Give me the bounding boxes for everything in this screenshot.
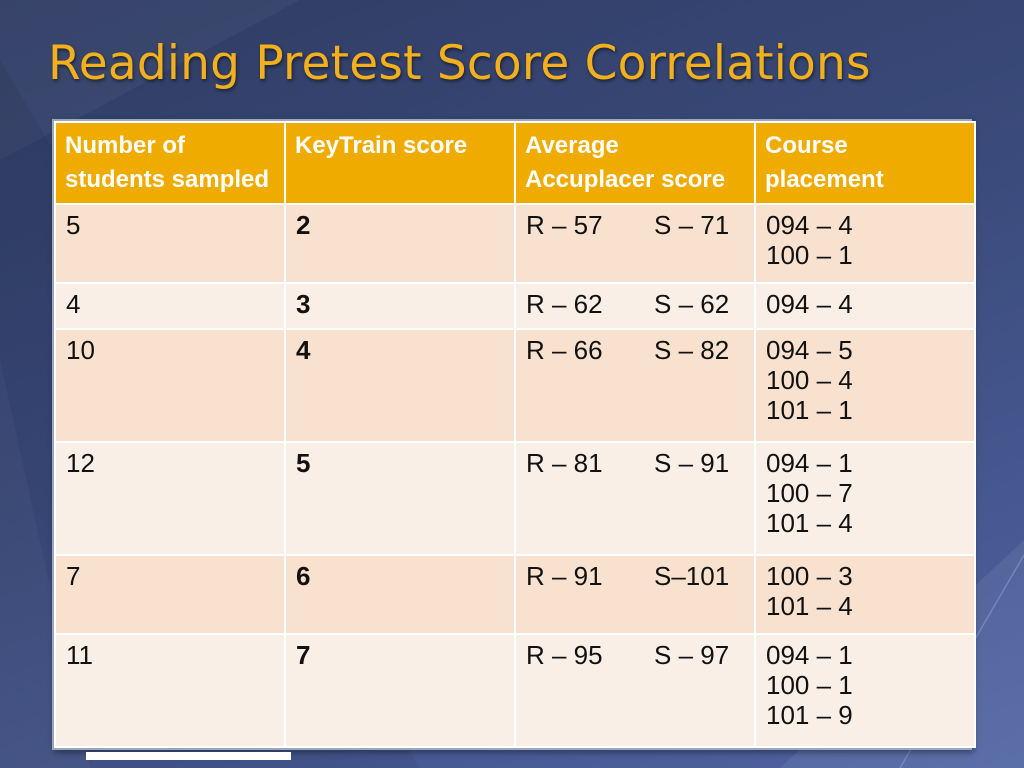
accuplacer-cell: R – 62 S – 62 — [514, 282, 756, 331]
accuplacer-sentence: S – 91 — [654, 447, 730, 478]
correlation-table-container: Number of students sampled KeyTrain scor… — [52, 119, 976, 750]
correlation-table: Number of students sampled KeyTrain scor… — [54, 121, 976, 748]
accuplacer-cell: R – 66 S – 82 — [514, 328, 756, 443]
placement-line: 100 – 7 — [766, 477, 853, 508]
table-header-row: Number of students sampled KeyTrain scor… — [54, 121, 976, 205]
keytrain-cell: 3 — [284, 282, 516, 331]
accuplacer-sentence: S – 82 — [654, 335, 730, 366]
placement-cell: 094 – 1 100 – 7 101 – 4 — [754, 440, 976, 556]
students-cell: 11 — [54, 633, 286, 748]
accuplacer-reading: R – 95 — [526, 640, 603, 671]
accuplacer-reading: R – 66 — [526, 335, 603, 366]
students-cell: 7 — [54, 553, 286, 636]
accuplacer-reading: R – 81 — [526, 447, 603, 478]
accuplacer-sentence: S – 71 — [654, 210, 730, 240]
placement-cell: 100 – 3 101 – 4 — [754, 553, 976, 636]
placement-cell: 094 – 1 100 – 1 101 – 9 — [754, 633, 976, 748]
keytrain-cell: 4 — [284, 328, 516, 443]
accuplacer-reading: R – 57 — [526, 210, 603, 240]
placement-line: 100 – 3 — [766, 560, 853, 591]
table-row: 4 3 R – 62 S – 62 094 – 4 — [54, 282, 976, 331]
placement-line: 094 – 1 — [766, 447, 853, 478]
table-row: 11 7 R – 95 S – 97 094 – 1 100 – 1 101 – 9 — [54, 633, 976, 748]
students-cell: 5 — [54, 202, 286, 285]
accuplacer-cell: R – 57 S – 71 — [514, 202, 756, 285]
placement-line: 101 – 1 — [766, 395, 853, 426]
header-accuplacer: Average Accuplacer score — [514, 121, 756, 205]
placement-line: 094 – 4 — [766, 289, 853, 320]
keytrain-cell: 6 — [284, 553, 516, 636]
slide-title: Reading Pretest Score Correlations — [48, 36, 871, 91]
header-keytrain: KeyTrain score — [284, 121, 516, 205]
accuplacer-sentence: S–101 — [654, 560, 730, 591]
accuplacer-cell: R – 95 S – 97 — [514, 633, 756, 748]
accuplacer-sentence: S – 62 — [654, 289, 730, 320]
placement-line: 094 – 4 — [766, 210, 853, 240]
table-row: 12 5 R – 81 S – 91 094 – 1 100 – 7 101 – 4 — [54, 440, 976, 556]
placement-line: 101 – 9 — [766, 700, 853, 731]
accuplacer-cell: R – 91 S–101 — [514, 553, 756, 636]
placement-cell: 094 – 4 — [754, 282, 976, 331]
accuplacer-reading: R – 91 — [526, 560, 603, 591]
accuplacer-cell: R – 81 S – 91 — [514, 440, 756, 556]
placement-line: 094 – 1 — [766, 640, 853, 671]
students-cell: 4 — [54, 282, 286, 331]
table-row: 10 4 R – 66 S – 82 094 – 5 100 – 4 101 – 1 — [54, 328, 976, 443]
placement-cell: 094 – 4 100 – 1 — [754, 202, 976, 285]
accuplacer-reading: R – 62 — [526, 289, 603, 320]
header-students: Number of students sampled — [54, 121, 286, 205]
students-cell: 10 — [54, 328, 286, 443]
placement-line: 100 – 1 — [766, 670, 853, 701]
table-row: 5 2 R – 57 S – 71 094 – 4 100 – 1 — [54, 202, 976, 285]
placement-line: 094 – 5 — [766, 335, 853, 366]
placement-line: 101 – 4 — [766, 507, 853, 538]
keytrain-cell: 5 — [284, 440, 516, 556]
keytrain-cell: 7 — [284, 633, 516, 748]
header-placement: Course placement — [754, 121, 976, 205]
table-row: 7 6 R – 91 S–101 100 – 3 101 – 4 — [54, 553, 976, 636]
placement-line: 100 – 1 — [766, 240, 853, 270]
students-cell: 12 — [54, 440, 286, 556]
keytrain-cell: 2 — [284, 202, 516, 285]
placement-cell: 094 – 5 100 – 4 101 – 1 — [754, 328, 976, 443]
accuplacer-sentence: S – 97 — [654, 640, 730, 671]
placement-line: 100 – 4 — [766, 365, 853, 396]
placement-line: 101 – 4 — [766, 590, 853, 621]
footer-bar — [86, 752, 291, 760]
